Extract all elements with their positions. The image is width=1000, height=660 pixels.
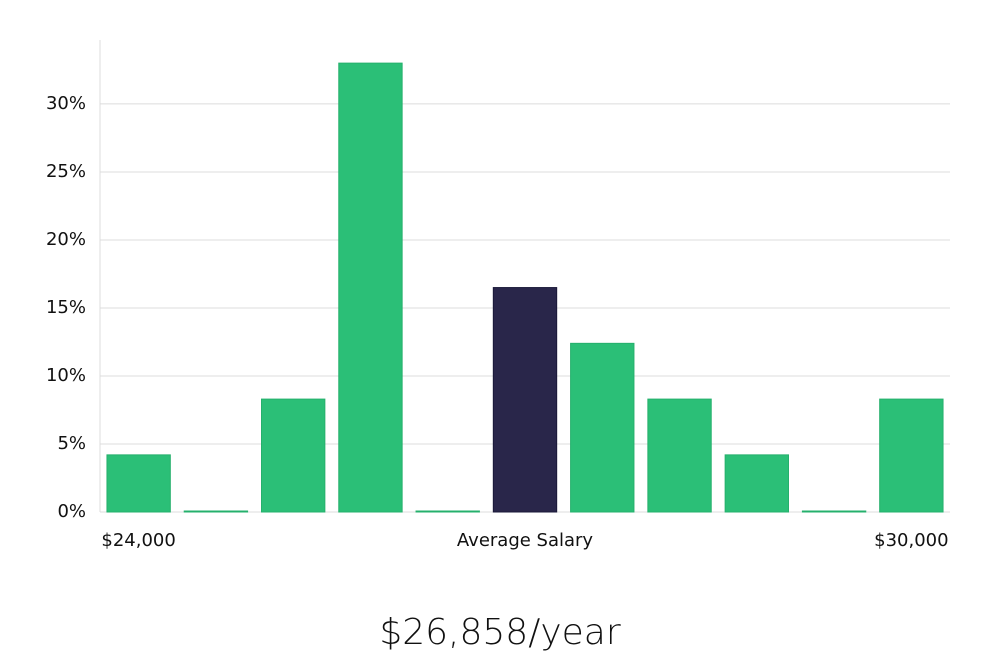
y-tick-label: 15% xyxy=(46,297,86,318)
bar xyxy=(106,454,171,513)
x-tick-label: $24,000 xyxy=(101,530,175,551)
x-tick-label: $30,000 xyxy=(874,530,948,551)
y-tick-label: 20% xyxy=(46,229,86,250)
bar xyxy=(647,398,712,513)
y-tick-label: 30% xyxy=(46,93,86,114)
bar xyxy=(261,398,326,513)
bar xyxy=(415,510,480,513)
bar xyxy=(801,510,867,513)
y-tick-label: 25% xyxy=(46,161,86,182)
average-salary-annotation: $26,858/year xyxy=(379,612,621,653)
x-tick-label: Average Salary xyxy=(457,530,594,551)
bar xyxy=(492,287,558,513)
y-tick-label: 0% xyxy=(57,501,86,522)
y-tick-label: 10% xyxy=(46,365,86,386)
bar xyxy=(724,454,789,513)
bar xyxy=(570,342,635,513)
y-tick-label: 5% xyxy=(57,433,86,454)
bar xyxy=(338,62,403,513)
bar xyxy=(879,398,944,513)
bar xyxy=(183,510,249,513)
